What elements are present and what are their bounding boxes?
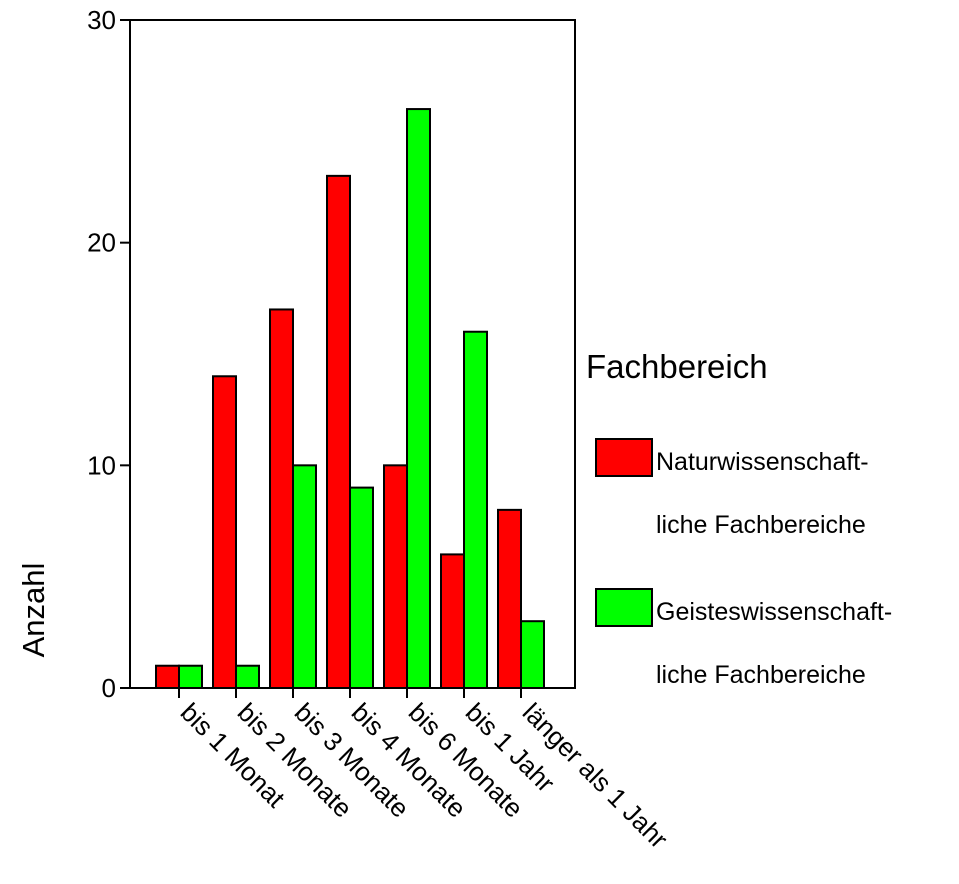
bar-geistes-0 xyxy=(178,664,203,690)
plot-frame xyxy=(129,19,576,689)
bar-natur-5 xyxy=(440,553,465,690)
bar-geistes-4 xyxy=(406,108,431,690)
legend-title: Fachbereich xyxy=(586,348,768,385)
legend-swatch-natur xyxy=(595,438,653,477)
bar-geistes-5 xyxy=(463,330,488,689)
y-tick-label: 0 xyxy=(102,673,116,703)
bars-layer xyxy=(155,108,545,690)
bar-geistes-2 xyxy=(292,464,317,690)
bar-natur-3 xyxy=(326,174,351,690)
y-axis: 0 10 20 30 xyxy=(87,5,130,703)
bar-geistes-6 xyxy=(520,620,545,690)
legend-label-geistes: liche Fachbereiche xyxy=(656,661,866,689)
y-axis-label: Anzahl xyxy=(16,563,51,658)
bar-geistes-1 xyxy=(235,664,260,690)
bar-natur-1 xyxy=(212,375,237,689)
y-tick-label: 30 xyxy=(87,5,116,35)
legend-label-natur: liche Fachbereiche xyxy=(656,511,866,539)
bar-natur-2 xyxy=(269,308,294,689)
legend: Fachbereich Naturwissenschaft-liche Fach… xyxy=(586,348,892,689)
legend-label-geistes: Geisteswissenschaft- xyxy=(656,598,892,626)
legend-swatch-geistes xyxy=(595,588,653,627)
bar-geistes-3 xyxy=(349,486,374,689)
bar-natur-6 xyxy=(497,508,522,689)
legend-label-natur: Naturwissenschaft- xyxy=(656,448,869,476)
y-tick-label: 10 xyxy=(87,450,116,480)
bar-natur-0 xyxy=(155,664,180,690)
bar-natur-4 xyxy=(383,464,408,690)
y-tick-label: 20 xyxy=(87,228,116,258)
